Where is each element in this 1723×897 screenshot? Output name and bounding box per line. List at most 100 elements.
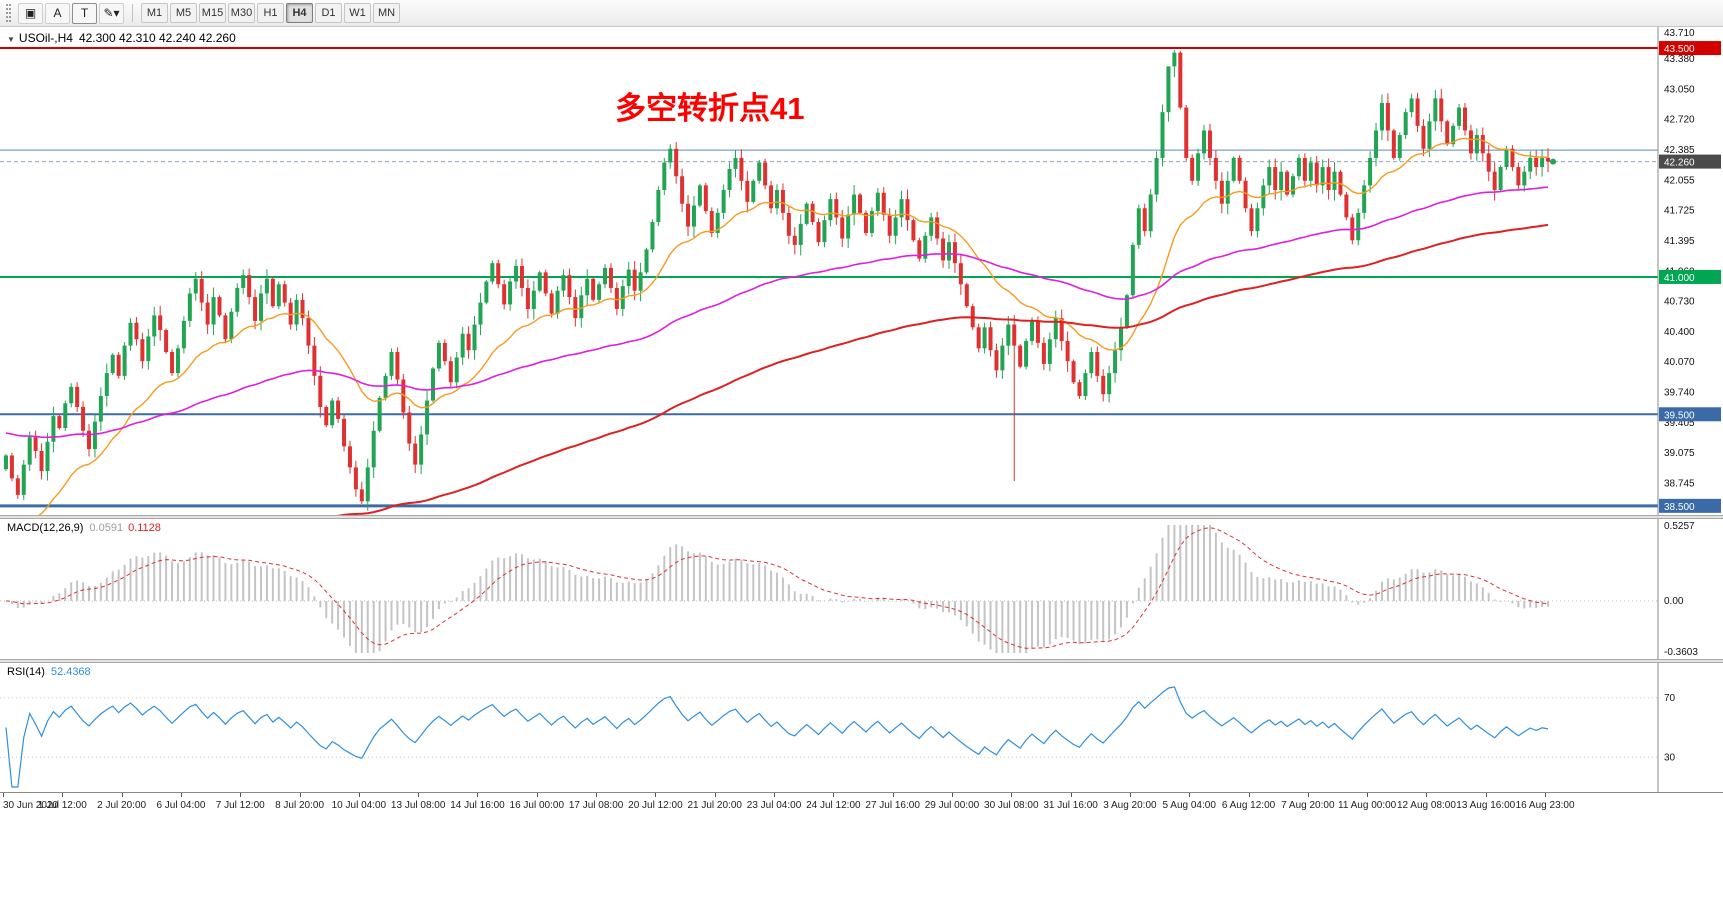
time-axis-label: 12 Aug 08:00 [1396,800,1456,811]
svg-text:0.00: 0.00 [1664,596,1684,607]
time-tick [3,793,4,797]
panel-divider[interactable] [0,515,1723,519]
svg-text:42.055: 42.055 [1664,175,1695,186]
svg-text:0.5257: 0.5257 [1664,521,1695,532]
timeframe-button-w1[interactable]: W1 [344,3,371,23]
timeframe-button-m15[interactable]: M15 [199,3,226,23]
svg-text:38.500: 38.500 [1664,502,1695,513]
time-tick [1011,793,1013,797]
price-badge [1659,407,1721,422]
chart-title: ▼ USOil-,H4 42.300 42.310 42.240 42.260 [7,31,236,45]
chart-text-annotation[interactable]: 多空转折点41 [615,91,805,126]
time-axis-label: 7 Aug 20:00 [1281,800,1335,811]
ma-slow-line [337,223,1549,515]
time-axis-label: 16 Jul 00:00 [509,800,565,811]
time-axis-label: 14 Jul 16:00 [450,800,505,811]
time-axis-label: 6 Jul 04:00 [156,800,206,811]
time-tick [596,793,598,797]
time-tick [180,793,182,797]
price-chart-canvas[interactable]: 43.710 43.380 43.050 42.720 42.385 42.055 41.7… [0,27,1723,515]
svg-text:39.075: 39.075 [1664,448,1695,459]
candlestick-series [3,49,1551,511]
toolbar-separator [132,4,133,22]
time-tick [1070,793,1072,797]
chart-window-button[interactable]: ▣ [18,2,43,24]
horizontal-lines[interactable] [0,47,1658,508]
time-axis: 30 Jun 2020 1 Jul 12:00 2 Jul 20:00 6 Jul 0… [0,792,1723,818]
toolbar-drag-handle[interactable] [6,4,11,22]
svg-text:43.380: 43.380 [1664,54,1695,65]
time-axis-label: 5 Aug 04:00 [1162,800,1216,811]
timeframe-button-m30[interactable]: M30 [228,3,255,23]
svg-text:39.500: 39.500 [1664,410,1695,421]
price-chart-panel[interactable]: 43.710 43.380 43.050 42.720 42.385 42.055 41.7… [0,27,1723,515]
svg-text:41.725: 41.725 [1664,206,1695,217]
macd-axis: 0.5257 0.00 -0.3603 [1657,519,1698,659]
time-tick [655,793,657,797]
svg-text:42.260: 42.260 [1664,158,1695,169]
time-tick [774,793,776,797]
macd-histogram [10,525,1550,653]
svg-text:38.745: 38.745 [1664,478,1695,489]
time-axis-label: 8 Jul 20:00 [275,800,325,811]
time-axis-label: 24 Jul 12:00 [806,800,861,811]
timeframe-button-h4[interactable]: H4 [286,3,313,23]
text-box-tool-button[interactable]: T [72,2,97,24]
svg-text:41.000: 41.000 [1664,273,1695,284]
time-tick [240,793,242,797]
time-tick [121,793,123,797]
svg-text:39.405: 39.405 [1664,418,1695,429]
time-axis-label: 11 Aug 00:00 [1338,800,1397,811]
rsi-title: RSI(14) [7,666,45,678]
time-axis-label: 10 Jul 04:00 [331,800,387,811]
time-axis-label: 23 Jul 04:00 [746,800,802,811]
time-tick [358,793,360,797]
time-axis-label: 6 Aug 12:00 [1221,800,1276,811]
time-axis-label: 3 Aug 20:00 [1103,800,1157,811]
time-axis-label: 27 Jul 16:00 [865,800,920,811]
macd-signal-line [5,527,1549,649]
svg-text:42.385: 42.385 [1664,145,1695,156]
time-tick [1367,793,1369,797]
rsi-value: 52.4368 [50,666,91,678]
price-badge [1659,41,1721,56]
svg-text:40.730: 40.730 [1664,297,1695,308]
svg-text:42.720: 42.720 [1664,114,1695,125]
macd-panel[interactable]: 0.5257 0.00 -0.3603 MACD(12,26,9) 0.0591 0.1… [0,519,1723,659]
macd-canvas[interactable]: 0.5257 0.00 -0.3603 [0,519,1723,659]
rsi-panel[interactable]: 70 30 RSI(14) 52.4368 [0,663,1723,792]
svg-text:41.395: 41.395 [1664,236,1695,247]
timeframe-button-mn[interactable]: MN [373,3,400,23]
time-tick [1248,793,1250,797]
time-tick [1307,793,1309,797]
svg-text:39.740: 39.740 [1664,387,1695,398]
svg-text:43.710: 43.710 [1664,28,1695,39]
rsi-label: RSI(14) 52.4368 [7,666,91,678]
time-tick [477,793,479,797]
text-label-tool-button[interactable]: A [45,2,70,24]
time-tick [1189,793,1191,797]
time-axis-label: 16 Aug 23:00 [1515,800,1575,811]
svg-text:40.400: 40.400 [1664,327,1695,338]
time-tick [1426,793,1428,797]
timeframe-button-m5[interactable]: M5 [170,3,197,23]
timeframe-button-d1[interactable]: D1 [315,3,342,23]
time-axis-label: 2 Jul 20:00 [97,800,147,811]
timeframe-group: M1 M5 M15 M30 H1 H4 D1 W1 MN [140,3,401,23]
chart-dropdown-icon[interactable]: ▼ [7,35,15,44]
draw-objects-dropdown-button[interactable]: ✎▾ [99,2,124,24]
price-badge [1659,154,1721,169]
svg-text:43.050: 43.050 [1664,84,1695,95]
time-axis-label: 31 Jul 16:00 [1043,800,1098,811]
timeframe-button-h1[interactable]: H1 [257,3,284,23]
time-tick [299,793,301,797]
time-axis-label: 21 Jul 20:00 [687,800,742,811]
timeframe-button-m1[interactable]: M1 [141,3,168,23]
last-tick-marker [1550,158,1557,165]
ohlc-values: 42.300 42.310 42.240 42.260 [78,31,236,45]
time-tick [892,793,894,797]
time-tick [1129,793,1131,797]
time-tick [536,793,538,797]
rsi-canvas[interactable]: 70 30 [0,663,1723,792]
panel-divider[interactable] [0,659,1723,663]
